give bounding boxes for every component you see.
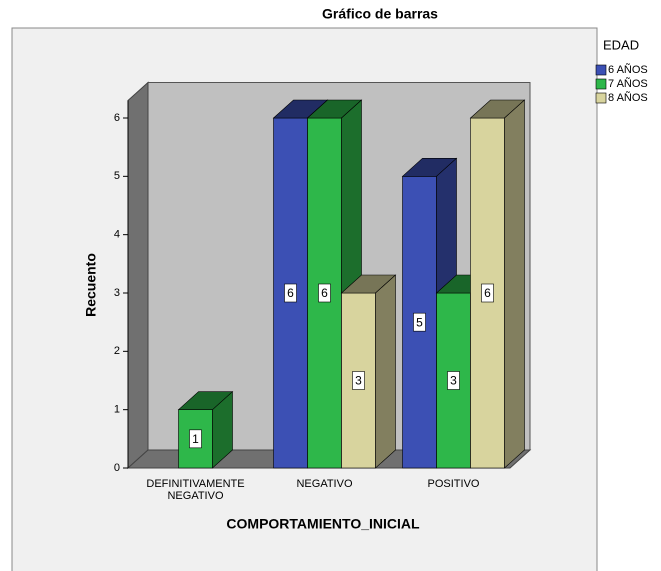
value-label: 6 xyxy=(484,286,491,300)
y-tick-label: 0 xyxy=(114,462,120,474)
y-tick-label: 3 xyxy=(114,287,120,299)
x-tick-label: DEFINITIVAMENTE NEGATIVO xyxy=(146,478,245,502)
y-tick-label: 5 xyxy=(114,170,120,182)
x-tick-label: POSITIVO xyxy=(427,478,480,490)
y-tick-label: 4 xyxy=(114,229,120,241)
value-label-box xyxy=(189,429,202,449)
value-label: 6 xyxy=(287,286,294,300)
value-label-box xyxy=(352,371,365,390)
value-label: 5 xyxy=(416,315,423,329)
value-label-box xyxy=(481,283,494,303)
bar-side xyxy=(504,99,525,469)
bar-side xyxy=(375,274,396,469)
legend-swatch xyxy=(595,64,607,76)
chart-title: Gráfico de barras xyxy=(322,6,438,22)
value-label: 3 xyxy=(355,374,362,388)
bar-side xyxy=(212,390,233,469)
legend-label: 8 AÑOS xyxy=(608,91,648,104)
value-label-box xyxy=(318,283,331,303)
legend-label: 6 AÑOS xyxy=(608,63,648,76)
value-label-box xyxy=(447,371,460,390)
value-label-box xyxy=(413,312,426,332)
y-tick-label: 6 xyxy=(114,112,120,124)
value-label-box xyxy=(284,283,297,303)
legend-label: 7 AÑOS xyxy=(608,77,648,90)
x-tick-label: NEGATIVO xyxy=(296,478,353,490)
legend-swatch xyxy=(595,92,607,104)
value-label: 1 xyxy=(192,432,199,446)
left-wall xyxy=(127,81,149,470)
y-tick-label: 2 xyxy=(114,345,120,357)
value-label: 3 xyxy=(450,374,457,388)
legend-title: EDAD xyxy=(603,37,639,52)
legend-swatch xyxy=(595,78,607,90)
y-axis-label: Recuento xyxy=(83,253,99,317)
value-label: 6 xyxy=(321,286,328,300)
y-tick-label: 1 xyxy=(114,404,120,416)
x-axis-label: COMPORTAMIENTO_INICIAL xyxy=(226,516,420,532)
